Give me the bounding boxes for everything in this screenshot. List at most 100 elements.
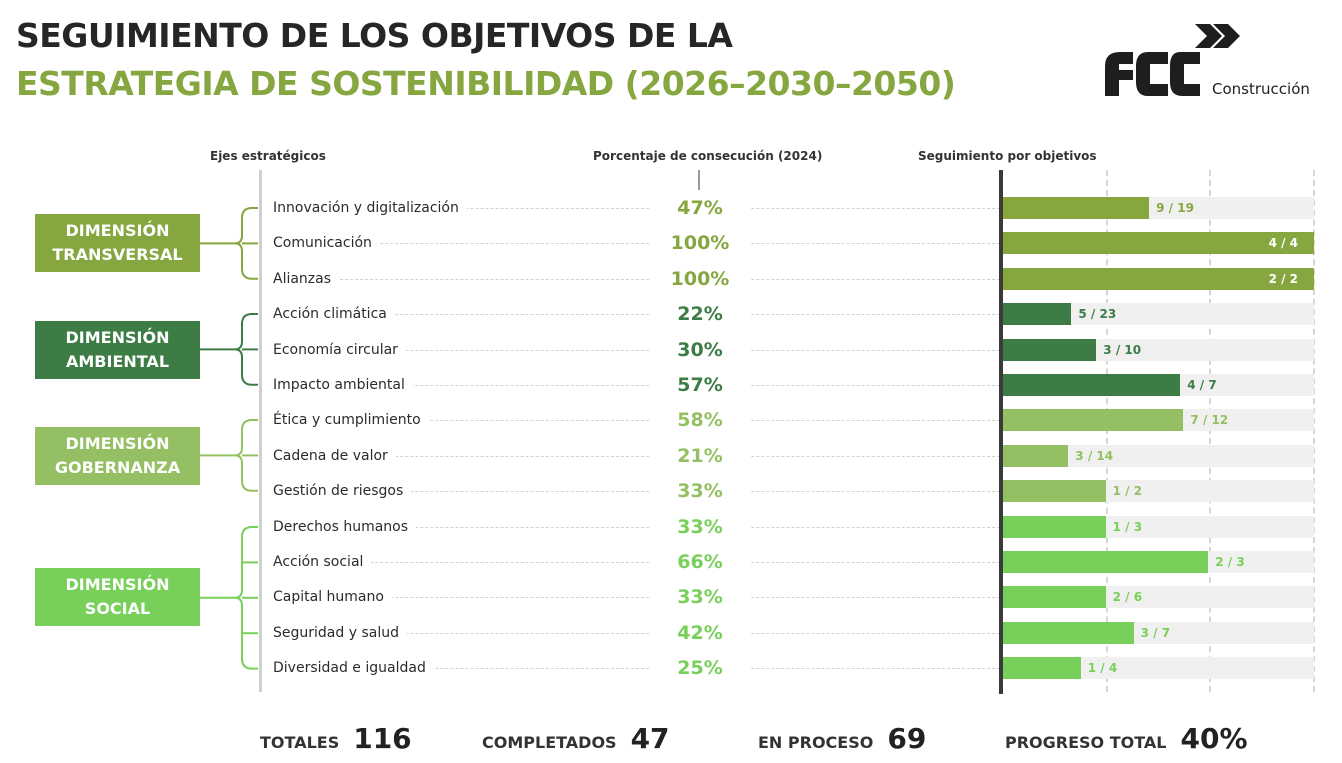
bar-ratio-label: 4 / 7 [1187, 378, 1217, 392]
bar [1003, 444, 1069, 467]
objective-label: Ética y cumplimiento [273, 412, 429, 429]
bar-ratio-label: 2 / 2 [1268, 271, 1298, 286]
header-tracking: Seguimiento por objetivos [918, 149, 1097, 163]
objective-percent: 47% [650, 197, 750, 219]
total-label: COMPLETADOS [482, 733, 617, 752]
bar-ratio-label: 7 / 12 [1190, 413, 1229, 428]
objective-percent: 100% [650, 232, 750, 255]
bar [1003, 303, 1072, 326]
fcc-logo [1105, 24, 1240, 96]
bar-track: 4 / 4 [1003, 232, 1314, 255]
dimension-line1: DIMENSIÓN [65, 433, 170, 453]
axis-bar-baseline [999, 170, 1003, 694]
bar [1003, 232, 1314, 255]
dimension-line2: AMBIENTAL [65, 351, 170, 371]
title-line-1: SEGUIMIENTO DE LOS OBJETIVOS DE LA [16, 16, 733, 55]
dimension-box: DIMENSIÓN AMBIENTAL [35, 320, 200, 379]
bar-track: 2 / 6 [1003, 586, 1314, 609]
objective-percent: 42% [650, 621, 750, 644]
objective-label: Economía circular [273, 341, 406, 358]
bar [1003, 409, 1184, 432]
objective-percent: 25% [650, 657, 750, 680]
objective-label: Acción social [273, 554, 372, 570]
dimension-line1: DIMENSIÓN [65, 221, 170, 241]
bar-track: 9 / 19 [1003, 197, 1314, 219]
title-line-2: ESTRATEGIA DE SOSTENIBILIDAD (2026–2030–… [16, 64, 956, 103]
bar-track: 1 / 3 [1003, 515, 1314, 538]
dimension-line2: TRANSVERSAL [52, 245, 183, 265]
header-percent: Porcentaje de consecución (2024) [593, 149, 823, 163]
objective-percent: 57% [650, 374, 750, 396]
total-label: PROGRESO TOTAL [1005, 733, 1167, 752]
total-value: 40% [1180, 722, 1248, 755]
bar [1003, 515, 1106, 538]
objective-label: Derechos humanos [273, 518, 417, 535]
group-brace [200, 419, 258, 493]
group-brace [200, 207, 258, 280]
bar-track: 3 / 14 [1003, 444, 1314, 467]
objective-percent: 33% [650, 480, 750, 503]
objective-label: Gestión de riesgos [273, 483, 412, 500]
objective-label: Diversidad e igualdad [273, 660, 434, 677]
objective-label: Acción climática [273, 306, 395, 323]
total-value: 116 [353, 722, 412, 755]
total-totales: TOTALES 116 [260, 722, 412, 755]
axis-left-line [259, 170, 262, 692]
total-en-proceso: EN PROCESO 69 [758, 722, 926, 755]
bar-track: 1 / 4 [1003, 657, 1314, 680]
bar-ratio-label: 5 / 23 [1078, 307, 1117, 322]
objective-percent: 66% [650, 551, 750, 573]
bar-ratio-label: 2 / 6 [1112, 590, 1143, 605]
total-value: 47 [630, 722, 670, 755]
total-progreso: PROGRESO TOTAL 40% [1005, 722, 1248, 755]
bar-track: 7 / 12 [1003, 409, 1314, 432]
gridline [1313, 170, 1315, 692]
objective-percent: 33% [650, 515, 750, 538]
bar [1003, 338, 1097, 361]
total-completados: COMPLETADOS 47 [482, 722, 670, 755]
bar-ratio-label: 1 / 4 [1087, 661, 1118, 676]
objective-label: Impacto ambiental [273, 377, 413, 393]
logo-subtitle: Construcción [1212, 80, 1310, 98]
dimension-line2: GOBERNANZA [54, 457, 181, 477]
group-brace [200, 313, 258, 386]
total-value: 69 [887, 722, 927, 755]
bar-track: 3 / 7 [1003, 621, 1314, 644]
bar-ratio-label: 1 / 2 [1112, 484, 1143, 499]
bar [1003, 551, 1209, 573]
percent-tick [698, 170, 700, 190]
bar [1003, 480, 1106, 503]
bar-ratio-label: 4 / 4 [1268, 236, 1298, 251]
bar-track: 2 / 3 [1003, 551, 1314, 573]
bar [1003, 267, 1314, 290]
bar [1003, 197, 1150, 219]
bar-ratio-label: 9 / 19 [1156, 201, 1194, 215]
bar-track: 3 / 10 [1003, 338, 1314, 361]
header-axes: Ejes estratégicos [210, 149, 326, 163]
objective-label: Seguridad y salud [273, 624, 407, 641]
objective-label: Capital humano [273, 589, 392, 606]
bar-ratio-label: 3 / 14 [1075, 448, 1114, 463]
objective-percent: 22% [650, 303, 750, 326]
group-brace [200, 525, 258, 670]
dimension-line1: DIMENSIÓN [65, 327, 170, 347]
bar-track: 1 / 2 [1003, 480, 1314, 503]
bar-ratio-label: 1 / 3 [1112, 519, 1143, 534]
bar-track: 2 / 2 [1003, 267, 1314, 290]
bar [1003, 621, 1134, 644]
total-label: EN PROCESO [758, 733, 874, 752]
objective-label: Comunicación [273, 235, 380, 252]
objective-percent: 58% [650, 409, 750, 432]
objective-percent: 100% [650, 267, 750, 290]
dimension-box: DIMENSIÓN TRANSVERSAL [35, 214, 200, 273]
bar-track: 4 / 7 [1003, 374, 1314, 396]
objective-label: Cadena de valor [273, 447, 396, 464]
bar-ratio-label: 2 / 3 [1215, 555, 1245, 569]
bar [1003, 586, 1106, 609]
dimension-line1: DIMENSIÓN [65, 575, 170, 595]
dimension-box: DIMENSIÓN SOCIAL [35, 568, 200, 627]
objective-percent: 33% [650, 586, 750, 609]
objective-label: Innovación y digitalización [273, 200, 467, 216]
bar [1003, 657, 1081, 680]
objective-percent: 21% [650, 444, 750, 467]
